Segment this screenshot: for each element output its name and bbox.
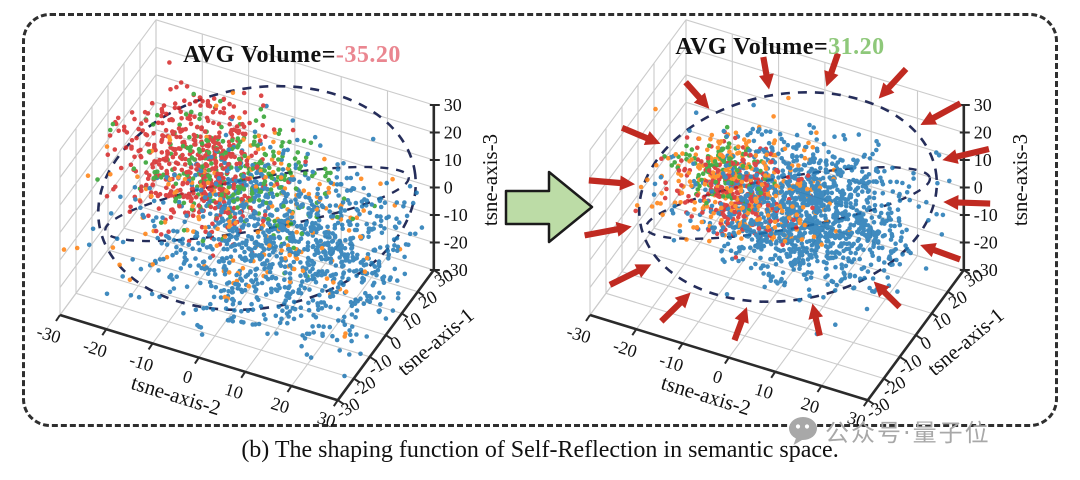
grid-lines bbox=[59, 19, 435, 401]
svg-text:30: 30 bbox=[974, 95, 992, 115]
svg-text:20: 20 bbox=[444, 123, 462, 143]
watermark: 公众号·量子位 bbox=[788, 413, 991, 448]
avg-volume-value-left: -35.20 bbox=[335, 42, 401, 68]
x-axis-label-right: tsne-axis-2 bbox=[658, 370, 753, 420]
boundary-dashed-ellipse bbox=[637, 90, 939, 304]
svg-text:10: 10 bbox=[222, 379, 245, 403]
svg-text:-10: -10 bbox=[974, 205, 998, 225]
svg-text:-20: -20 bbox=[444, 233, 468, 253]
svg-text:20: 20 bbox=[974, 123, 992, 143]
svg-text:-20: -20 bbox=[611, 335, 640, 361]
svg-text:-30: -30 bbox=[564, 321, 593, 347]
svg-text:0: 0 bbox=[917, 332, 935, 354]
svg-text:-20: -20 bbox=[81, 335, 110, 361]
inward-arrows bbox=[584, 52, 991, 342]
avg-volume-prefix-left: AVG Volume= bbox=[183, 42, 336, 68]
svg-text:-30: -30 bbox=[974, 260, 998, 280]
svg-text:20: 20 bbox=[799, 393, 822, 417]
svg-text:0: 0 bbox=[974, 178, 983, 198]
svg-text:10: 10 bbox=[444, 150, 462, 170]
watermark-text: 公众号·量子位 bbox=[825, 419, 991, 447]
svg-text:20: 20 bbox=[269, 393, 292, 417]
transform-arrow-icon bbox=[504, 170, 594, 244]
svg-text:10: 10 bbox=[752, 379, 775, 403]
equator-dashed-ellipse bbox=[104, 165, 410, 243]
figure-border bbox=[22, 13, 1058, 427]
svg-text:-30: -30 bbox=[34, 321, 63, 347]
z-axis-label-right: tsne-axis-3 bbox=[1008, 134, 1032, 226]
right-plot-title: AVG Volume=31.20 bbox=[675, 34, 884, 61]
left-plot-title: AVG Volume=-35.20 bbox=[183, 42, 401, 69]
scatter-points bbox=[61, 60, 425, 379]
avg-volume-value-right: 31.20 bbox=[828, 34, 885, 60]
scatter-points bbox=[633, 95, 952, 337]
svg-text:30: 30 bbox=[845, 407, 868, 431]
left-3d-plot: -30-30-30-20-20-20-10 -10-100001010102020… bbox=[34, 19, 468, 432]
svg-text:30: 30 bbox=[315, 407, 338, 431]
svg-text:-20: -20 bbox=[974, 233, 998, 253]
boundary-dashed-ellipse bbox=[96, 84, 418, 312]
x-axis-label-left: tsne-axis-2 bbox=[128, 370, 223, 420]
svg-text:0: 0 bbox=[387, 332, 405, 354]
svg-text:0: 0 bbox=[444, 178, 453, 198]
svg-text:30: 30 bbox=[444, 95, 462, 115]
avg-volume-prefix-right: AVG Volume= bbox=[675, 34, 829, 60]
svg-text:-30: -30 bbox=[444, 260, 468, 280]
z-axis-label-left: tsne-axis-3 bbox=[478, 134, 502, 226]
figure-caption: (b) The shaping function of Self-Reflect… bbox=[241, 437, 839, 463]
svg-text:10: 10 bbox=[974, 150, 992, 170]
svg-text:-10: -10 bbox=[444, 205, 468, 225]
wechat-bubble-icon bbox=[789, 416, 817, 445]
tsne-figure-svg: -30-30-30-20-20-20-10 -10-100001010102020… bbox=[34, 19, 1032, 432]
